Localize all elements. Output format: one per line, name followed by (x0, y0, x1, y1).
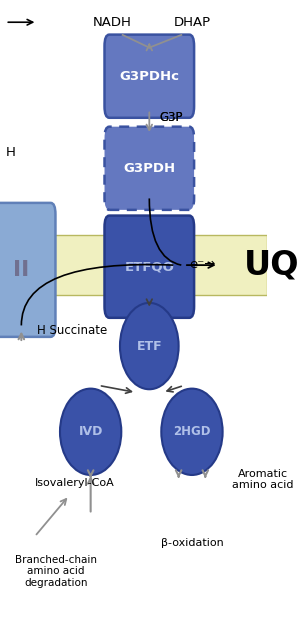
Text: 2HGD: 2HGD (173, 425, 211, 438)
Text: Aromatic
amino acid: Aromatic amino acid (232, 469, 293, 490)
Text: NADH: NADH (93, 16, 132, 29)
Text: e⁻→: e⁻→ (190, 258, 216, 271)
Text: Branched-chain
amino acid
degradation: Branched-chain amino acid degradation (15, 555, 97, 588)
Text: G3PDHc: G3PDHc (119, 70, 179, 83)
Text: G3P: G3P (159, 111, 182, 124)
Text: II: II (13, 260, 30, 280)
Text: DHAP: DHAP (173, 16, 210, 29)
Ellipse shape (60, 389, 121, 475)
Text: β-oxidation: β-oxidation (161, 538, 223, 548)
Text: UQ: UQ (244, 248, 299, 281)
Text: IVD: IVD (78, 425, 103, 438)
Text: ETF: ETF (136, 340, 162, 352)
Text: Isovaleryl-CoA: Isovaleryl-CoA (35, 478, 115, 488)
FancyBboxPatch shape (105, 34, 194, 118)
FancyBboxPatch shape (0, 203, 55, 337)
Text: G3P: G3P (159, 111, 182, 124)
FancyBboxPatch shape (105, 127, 194, 210)
Text: G3PDH: G3PDH (123, 162, 176, 175)
Text: H: H (5, 146, 15, 159)
Ellipse shape (161, 389, 223, 475)
Text: H Succinate: H Succinate (37, 324, 108, 337)
Text: ETFQO: ETFQO (124, 260, 174, 273)
FancyBboxPatch shape (105, 216, 194, 318)
FancyBboxPatch shape (0, 235, 267, 295)
Ellipse shape (120, 303, 179, 389)
